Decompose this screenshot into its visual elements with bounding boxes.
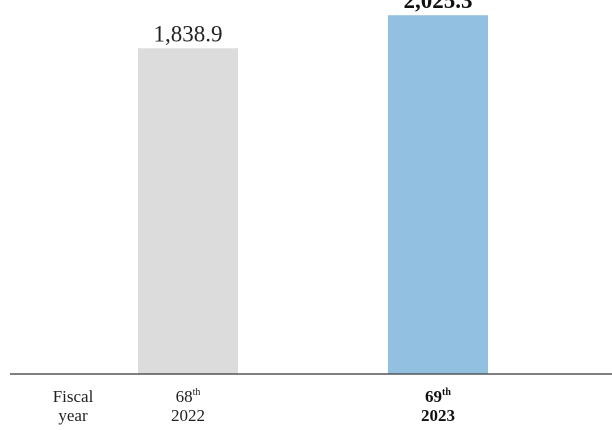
tick-label-year-2022: 2022 xyxy=(171,406,205,425)
x-axis-title: Fiscal year xyxy=(53,387,94,425)
bars-group xyxy=(138,15,488,374)
bar-2023 xyxy=(388,15,488,374)
bar-2022 xyxy=(138,48,238,374)
tick-label-ordinal-2022: 68th xyxy=(176,387,201,406)
value-labels-group: 1,838.9 2,025.3 xyxy=(154,0,473,46)
x-axis-title-line-2: year xyxy=(58,406,88,425)
tick-label-ordinal-2023: 69th xyxy=(425,387,451,406)
tick-label-year-2023: 2023 xyxy=(421,406,455,425)
data-label-2023: 2,025.3 xyxy=(404,0,473,13)
data-label-2022: 1,838.9 xyxy=(154,21,223,46)
x-axis-title-line-1: Fiscal xyxy=(53,387,94,406)
